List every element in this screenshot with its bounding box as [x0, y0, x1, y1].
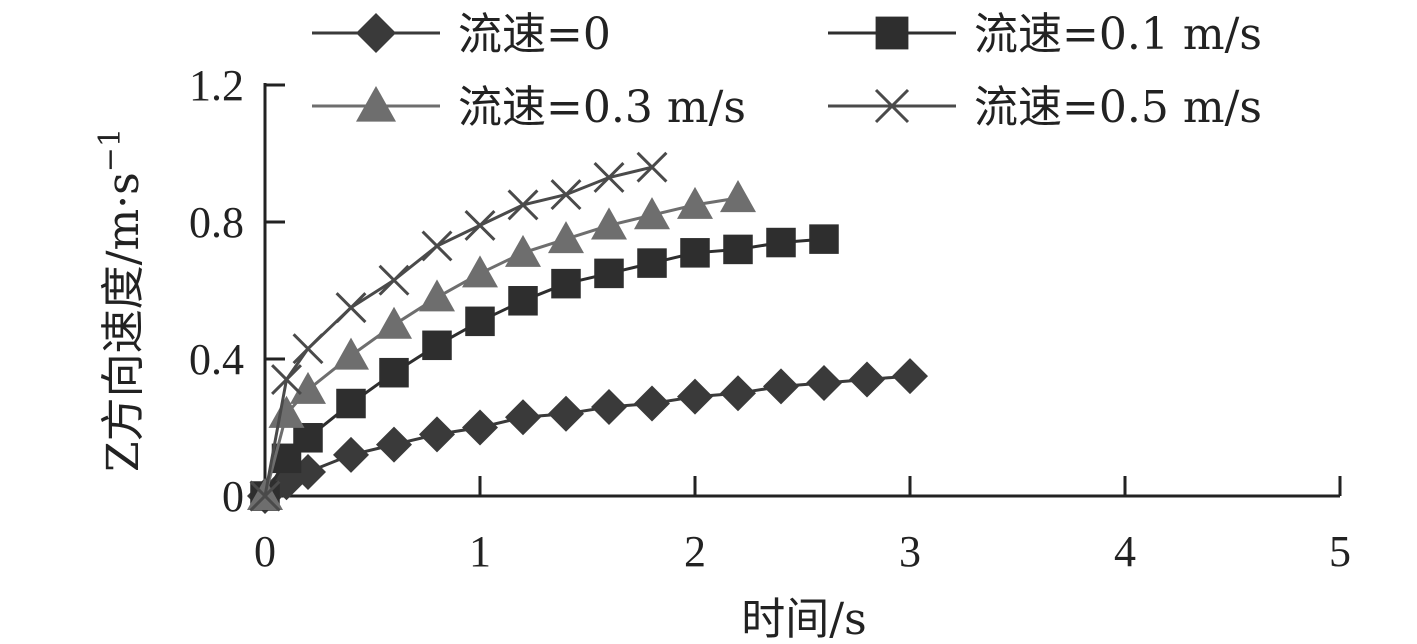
- x-marker: [636, 151, 668, 183]
- legend-item: 流速=0.3 m/s: [312, 82, 746, 133]
- x-tick-label: 4: [1114, 527, 1136, 576]
- triangle-marker: [591, 207, 627, 240]
- triangle-marker: [333, 337, 369, 370]
- triangle-marker: [720, 180, 756, 213]
- diamond-marker: [419, 416, 455, 453]
- legend-label: 流速=0.5 m/s: [974, 82, 1262, 133]
- x-tick-label: 5: [1329, 527, 1351, 576]
- triangle-marker: [462, 255, 498, 288]
- legend-item: 流速=0.5 m/s: [828, 82, 1262, 133]
- legend-item: 流速=0: [312, 9, 611, 60]
- diamond-marker: [505, 399, 541, 436]
- diamond-marker: [892, 358, 928, 395]
- square-marker: [680, 238, 710, 268]
- series-diamond: [247, 358, 928, 514]
- x-marker-stroke: [378, 264, 410, 296]
- triangle-marker: [634, 197, 670, 230]
- axes: 0 1 2 3 4 5 0 0.4 0.8 1.2: [189, 61, 1351, 576]
- y-axis-title-text: Z方向速度/m·s: [98, 172, 149, 472]
- square-marker: [379, 357, 409, 388]
- square-marker: [465, 306, 495, 337]
- y-axis-title-superscript: −1: [93, 128, 128, 172]
- legend: 流速=0 流速=0.1 m/s 流速=0.3 m/s 流速=0.5 m/s: [312, 9, 1262, 133]
- legend-label: 流速=0.3 m/s: [458, 82, 746, 133]
- x-tick-label: 0: [254, 527, 276, 576]
- legend-label: 流速=0.1 m/s: [974, 9, 1262, 60]
- series-line: [263, 196, 739, 497]
- legend-label: 流速=0: [458, 9, 611, 60]
- square-marker: [336, 388, 366, 419]
- diamond-marker: [591, 388, 627, 425]
- diamond-marker: [634, 385, 670, 422]
- diamond-marker: [356, 13, 396, 53]
- x-marker-stroke: [249, 480, 281, 512]
- square-marker: [809, 224, 839, 254]
- x-marker-stroke: [421, 230, 453, 262]
- x-ticks: 0 1 2 3 4 5: [254, 476, 1351, 576]
- x-marker: [249, 480, 281, 512]
- triangle-marker: [505, 234, 541, 267]
- square-marker: [766, 227, 796, 258]
- x-marker-stroke: [874, 88, 910, 124]
- x-marker: [335, 292, 367, 324]
- legend-item: 流速=0.1 m/s: [828, 9, 1262, 60]
- x-marker: [292, 333, 324, 365]
- x-marker: [507, 189, 539, 221]
- diamond-marker: [376, 426, 412, 463]
- triangle-marker: [290, 371, 326, 404]
- series-x: [249, 151, 668, 512]
- x-marker: [593, 162, 625, 193]
- series-triangle: [247, 180, 756, 511]
- diamond-marker: [462, 409, 498, 446]
- triangle-marker: [677, 186, 713, 219]
- x-marker: [464, 209, 496, 241]
- x-marker-stroke: [464, 209, 496, 241]
- diamond-marker: [849, 361, 885, 398]
- x-marker: [421, 230, 453, 262]
- square-marker: [422, 330, 452, 361]
- square-marker: [875, 16, 909, 50]
- triangle-marker: [419, 279, 455, 312]
- diamond-marker: [806, 364, 842, 401]
- square-marker: [637, 248, 667, 278]
- y-axis-title: Z方向速度/m·s−1: [93, 128, 149, 472]
- square-marker: [508, 286, 538, 316]
- y-tick-label: 0.4: [189, 335, 244, 384]
- x-marker-stroke: [507, 189, 539, 221]
- square-marker: [293, 423, 323, 453]
- x-marker-stroke: [636, 151, 668, 183]
- x-marker-stroke: [292, 333, 324, 365]
- plot-area: [247, 151, 928, 514]
- square-marker: [594, 258, 624, 289]
- y-ticks: 0 0.4 0.8 1.2: [189, 61, 285, 521]
- y-tick-label: 0: [222, 472, 244, 521]
- square-marker: [723, 234, 753, 265]
- x-marker: [550, 179, 582, 211]
- square-marker: [551, 268, 581, 299]
- x-axis-title: 时间/s: [741, 594, 866, 644]
- triangle-marker: [356, 86, 396, 122]
- triangle-marker: [376, 306, 412, 339]
- diamond-marker: [548, 395, 584, 432]
- y-tick-label: 1.2: [189, 61, 244, 110]
- x-tick-label: 3: [899, 527, 921, 576]
- diamond-marker: [763, 368, 799, 405]
- x-marker-stroke: [271, 364, 302, 396]
- x-marker: [874, 88, 910, 124]
- triangle-marker: [268, 395, 305, 428]
- diamond-marker: [333, 436, 369, 473]
- x-marker: [378, 264, 410, 296]
- x-marker-stroke: [550, 179, 582, 211]
- diamond-marker: [677, 378, 713, 415]
- x-marker-stroke: [335, 292, 367, 324]
- x-marker-stroke: [593, 162, 625, 193]
- x-marker: [271, 364, 302, 396]
- triangle-marker: [548, 221, 584, 254]
- diamond-marker: [720, 375, 756, 412]
- y-tick-label: 0.8: [189, 198, 244, 247]
- x-tick-label: 2: [684, 527, 706, 576]
- x-tick-label: 1: [469, 527, 491, 576]
